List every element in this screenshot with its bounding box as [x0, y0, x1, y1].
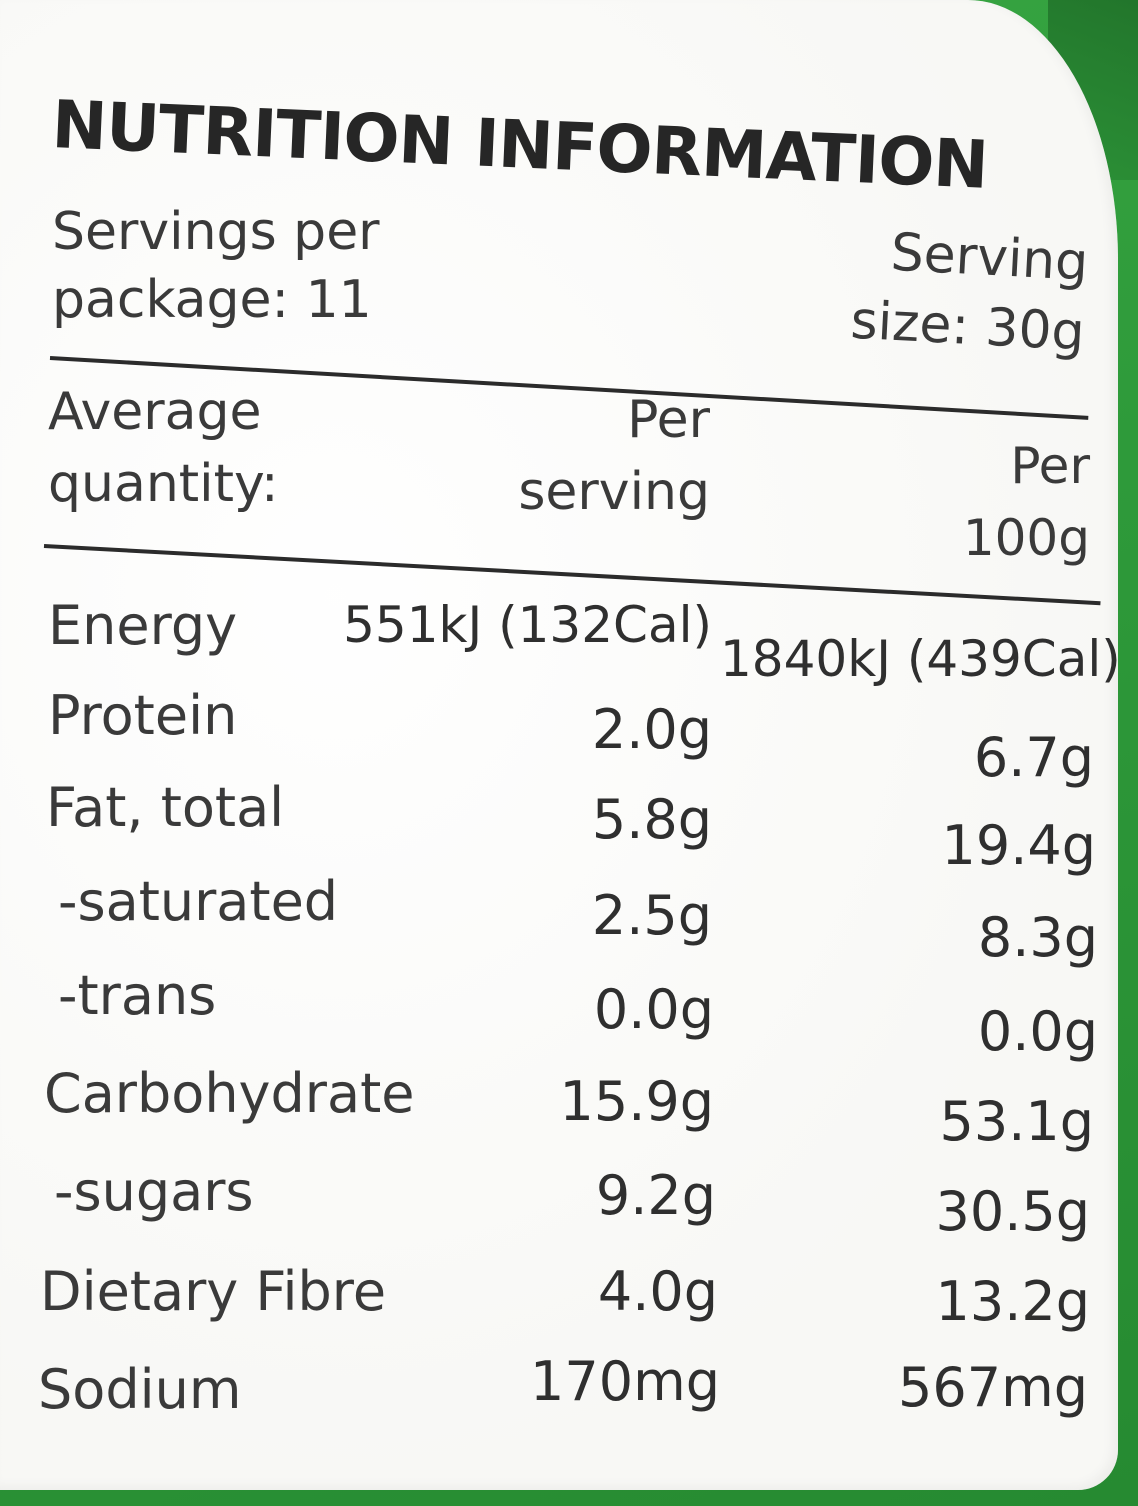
- row-saturated-per-100g: 8.3g: [977, 906, 1098, 969]
- row-label-energy: Energy: [48, 594, 238, 657]
- row-protein-per-100g: 6.7g: [973, 726, 1094, 789]
- row-label-sugars: -sugars: [54, 1160, 254, 1223]
- per-100g-header: Per 100g: [962, 437, 1090, 567]
- row-protein-per-serving: 2.0g: [591, 698, 712, 761]
- row-trans-per-100g: 0.0g: [977, 1000, 1098, 1063]
- nutrition-title: NUTRITION INFORMATION: [50, 86, 990, 204]
- row-carbohydrate-per-100g: 53.1g: [939, 1090, 1094, 1153]
- row-sodium-per-100g: 567mg: [898, 1356, 1088, 1419]
- average-quantity-header: Average quantity:: [48, 382, 279, 514]
- row-sugars-per-100g: 30.5g: [935, 1180, 1090, 1243]
- row-energy-per-serving: 551kJ (132Cal): [343, 596, 712, 654]
- row-dietary-fibre-per-100g: 13.2g: [935, 1270, 1090, 1333]
- row-label-saturated: -saturated: [58, 870, 339, 933]
- row-label-fat-total: Fat, total: [46, 776, 285, 839]
- nutrition-label-panel: NUTRITION INFORMATION Servings per packa…: [0, 0, 1121, 1490]
- row-label-trans: -trans: [58, 964, 217, 1027]
- row-fat-total-per-serving: 5.8g: [591, 788, 712, 851]
- serving-size: Serving size: 30g: [849, 222, 1090, 363]
- row-fat-total-per-100g: 19.4g: [941, 814, 1096, 877]
- row-sodium-per-serving: 170mg: [530, 1350, 720, 1413]
- row-label-sodium: Sodium: [38, 1358, 242, 1421]
- row-label-protein: Protein: [48, 684, 238, 747]
- row-label-carbohydrate: Carbohydrate: [44, 1062, 415, 1125]
- row-dietary-fibre-per-serving: 4.0g: [597, 1260, 718, 1323]
- row-sugars-per-serving: 9.2g: [595, 1164, 716, 1227]
- servings-per-package: Servings per package: 11: [52, 202, 380, 330]
- row-carbohydrate-per-serving: 15.9g: [559, 1070, 714, 1133]
- per-serving-header: Per serving: [518, 390, 710, 522]
- row-trans-per-serving: 0.0g: [593, 978, 714, 1041]
- row-energy-per-100g: 1840kJ (439Cal): [720, 630, 1121, 688]
- row-label-dietary-fibre: Dietary Fibre: [40, 1260, 387, 1323]
- row-saturated-per-serving: 2.5g: [591, 884, 712, 947]
